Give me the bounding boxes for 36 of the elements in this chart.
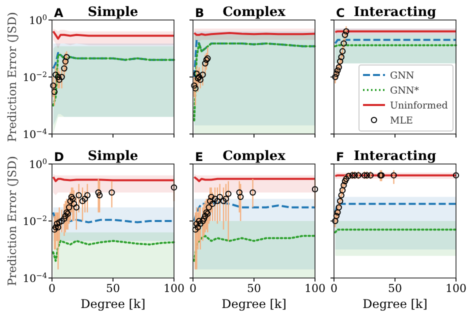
annotation: F xyxy=(336,150,344,164)
y-tick-label: 10$^{−2}$ xyxy=(22,70,47,84)
annotation: E xyxy=(195,150,204,164)
x-tick-label: 50 xyxy=(106,282,120,295)
chart-title: Simple xyxy=(88,149,138,164)
legend-label: GNN xyxy=(390,70,414,82)
y-axis-title: Prediction Error (JSD) xyxy=(5,12,19,142)
annotation: B xyxy=(195,6,204,20)
x-axis-title: Degree [k] xyxy=(222,297,286,311)
chart-title: Complex xyxy=(222,5,286,20)
x-axis-title: Degree [k] xyxy=(362,297,428,311)
x-tick-label: 50 xyxy=(388,282,402,295)
x-tick-label: 0 xyxy=(190,282,196,295)
y-tick-label: 10$^{0}$ xyxy=(28,12,48,27)
legend-label: Uninformed xyxy=(390,100,448,112)
legend-label: GNN* xyxy=(390,86,420,96)
annotation: D xyxy=(54,150,64,164)
x-tick-label: 0 xyxy=(330,282,338,295)
annotation: A xyxy=(54,6,64,20)
x-tick-label: 100 xyxy=(164,282,184,295)
y-tick-label: 10$^{−4}$ xyxy=(22,270,48,285)
y-axis-title: Prediction Error (JSD) xyxy=(5,156,19,286)
y-tick-label: 10$^{−4}$ xyxy=(22,126,48,141)
x-tick-label: 0 xyxy=(48,282,56,295)
y-tick-label: 10$^{0}$ xyxy=(28,156,48,171)
annotation: C xyxy=(336,6,345,20)
legend-label: MLE xyxy=(390,116,414,126)
x-tick-label: 50 xyxy=(247,282,261,295)
chart-title: Interacting xyxy=(354,5,436,20)
chart-title: Interacting xyxy=(354,149,436,164)
x-axis-title: Degree [k] xyxy=(80,297,146,311)
x-tick-label: 100 xyxy=(446,282,466,295)
x-tick-label: 100 xyxy=(304,282,326,295)
chart-title: Simple xyxy=(88,5,138,20)
chart-title: Complex xyxy=(222,149,286,164)
y-tick-label: 10$^{−2}$ xyxy=(22,214,47,228)
